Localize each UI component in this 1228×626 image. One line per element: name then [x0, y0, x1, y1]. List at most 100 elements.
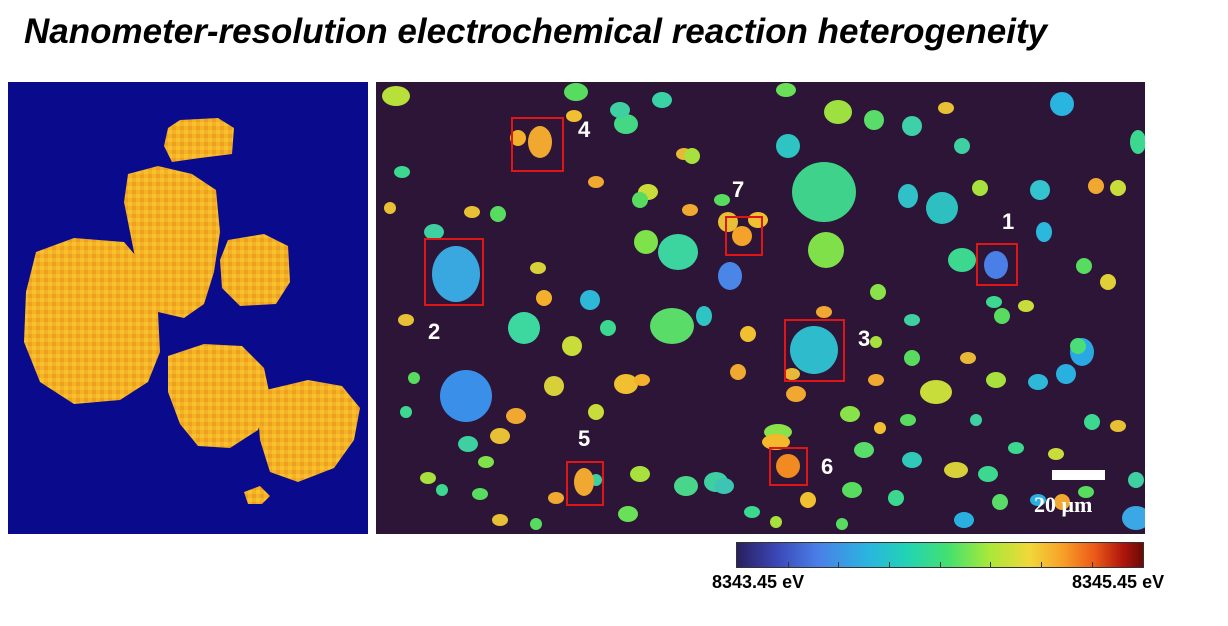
colorbar-tick	[788, 562, 789, 567]
particle	[1130, 130, 1145, 154]
particle	[770, 516, 782, 528]
highlight-box-7	[725, 216, 763, 256]
particle	[954, 512, 974, 528]
colorbar-min-label: 8343.45 eV	[712, 572, 805, 592]
particle	[600, 320, 616, 336]
colorbar-tick	[838, 562, 839, 567]
particle	[164, 118, 234, 162]
particle	[508, 312, 540, 344]
colorbar-tick	[1092, 562, 1093, 567]
particle	[696, 306, 712, 326]
particle	[864, 110, 884, 130]
particle	[718, 262, 742, 290]
particle	[1050, 92, 1074, 116]
particle	[792, 162, 856, 222]
particle	[904, 314, 920, 326]
particle	[258, 380, 360, 482]
particle	[490, 428, 510, 444]
particle	[580, 290, 600, 310]
particle	[784, 368, 800, 380]
colorbar-tick	[940, 562, 941, 567]
particle	[824, 100, 852, 124]
label-2: 2	[428, 319, 440, 344]
particle	[588, 176, 604, 188]
particle	[528, 126, 552, 158]
particle	[658, 234, 698, 270]
particle	[994, 308, 1010, 324]
highlight-box-1	[976, 243, 1018, 286]
particle	[870, 336, 882, 348]
particle	[1110, 180, 1126, 196]
particle	[634, 374, 650, 386]
particle	[776, 454, 800, 478]
particle	[874, 422, 886, 434]
particle	[1110, 420, 1126, 432]
particle	[1054, 494, 1070, 510]
particle	[684, 148, 700, 164]
particle	[168, 344, 270, 448]
particle	[888, 490, 904, 506]
particle	[714, 478, 734, 494]
particle	[926, 192, 958, 224]
particle	[588, 404, 604, 420]
particle	[490, 206, 506, 222]
particle	[472, 488, 488, 500]
particle	[898, 184, 918, 208]
highlight-box-4	[511, 117, 564, 172]
colorbar-tick	[1041, 562, 1042, 567]
particle	[1084, 414, 1100, 430]
particle	[220, 234, 290, 306]
particle	[420, 472, 436, 484]
particle	[816, 306, 832, 318]
particle	[674, 476, 698, 496]
particle	[868, 374, 884, 386]
label-3: 3	[858, 326, 870, 351]
particle	[776, 134, 800, 158]
particle	[902, 116, 922, 136]
particle	[244, 486, 270, 504]
particle	[840, 406, 860, 422]
particle	[478, 456, 494, 468]
particle	[986, 372, 1006, 388]
particle	[808, 232, 844, 268]
page-title: Nanometer-resolution electrochemical rea…	[24, 12, 1048, 51]
particle	[902, 452, 922, 468]
particle	[382, 86, 410, 106]
particle	[762, 434, 790, 450]
particle	[458, 436, 478, 452]
particle	[714, 194, 730, 206]
label-1: 1	[1002, 209, 1014, 234]
zoomed-particle-map	[8, 82, 368, 534]
energy-colorbar	[736, 542, 1144, 568]
particle	[614, 374, 638, 394]
colorbar-tick	[990, 562, 991, 567]
particle	[632, 192, 648, 208]
particle	[566, 110, 582, 122]
particle	[394, 166, 410, 178]
particle	[548, 492, 564, 504]
particle	[920, 380, 952, 404]
particle	[536, 290, 552, 306]
particle	[530, 262, 546, 274]
particle	[634, 230, 658, 254]
particle	[618, 506, 638, 522]
particle	[652, 92, 672, 108]
particle	[564, 83, 588, 101]
particle	[440, 370, 492, 422]
particle	[730, 364, 746, 380]
particle	[836, 518, 848, 530]
particle	[842, 482, 862, 498]
particle	[744, 506, 760, 518]
particle	[786, 386, 806, 402]
highlight-boxes	[424, 117, 1018, 506]
particle	[1122, 506, 1145, 530]
particle	[970, 414, 982, 426]
particle	[614, 114, 638, 134]
particle	[1036, 222, 1052, 242]
particle	[436, 484, 448, 496]
particle	[978, 466, 998, 482]
particle	[740, 326, 756, 342]
label-4: 4	[578, 117, 591, 142]
particle	[1018, 300, 1034, 312]
particle	[1128, 472, 1144, 488]
